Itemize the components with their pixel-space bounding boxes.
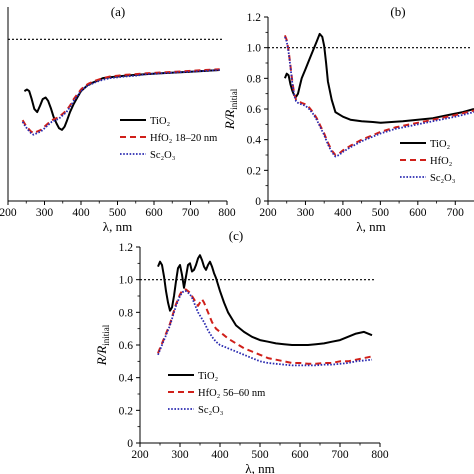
legend: TiO₂ HfO₂ 18–20 nm Sc₂O₃ [120, 116, 217, 161]
series-line-hfo2 [157, 288, 373, 365]
series-line-sc2o3 [284, 36, 474, 158]
y-tick-label: 0.4 [247, 135, 262, 147]
y-tick-label: 1.0 [119, 275, 134, 287]
series-line-tio2 [157, 254, 373, 346]
legend: TiO₂ HfO₂ Sc₂O₃ [400, 139, 456, 184]
legend-entry: Sc₂O₃ [198, 405, 224, 416]
legend-entry: HfO₂ 56–60 nm [198, 388, 265, 399]
x-tick-label: 300 [297, 207, 315, 219]
x-tick-label: 700 [182, 207, 200, 219]
series-group [283, 32, 474, 158]
legend-entry: HfO₂ 18–20 nm [150, 133, 217, 144]
x-tick-label: 500 [109, 207, 127, 219]
x-tick-label: 200 [131, 449, 149, 461]
series-group [21, 68, 220, 136]
y-axis-label: R/Rinitial [94, 324, 111, 366]
x-tick-label: 500 [251, 449, 269, 461]
x-tick-label: 700 [331, 449, 349, 461]
series-group [157, 254, 373, 367]
legend-entry: TiO₂ [150, 116, 171, 127]
panel-c-chart: 200 300 400 500 600 700 800 0 0.2 0.4 0.6 0.8 1.0 1.2… [94, 228, 389, 474]
x-tick-label: 200 [0, 207, 17, 219]
y-tick-label: 1.2 [119, 242, 134, 254]
x-tick-label: 600 [145, 207, 163, 219]
panel-label: (a) [111, 4, 125, 19]
series-line-hfo2 [283, 35, 474, 156]
x-axis-label: λ, nm [356, 219, 385, 234]
series-line-tio2 [23, 69, 220, 131]
x-axis-label: λ, nm [245, 461, 274, 474]
x-tick-label: 400 [334, 207, 352, 219]
x-tick-label: 300 [171, 449, 189, 461]
panel-a-chart: 200 300 400 500 600 700 800 λ, nm (a) TiO₂ HfO₂ 18… [0, 4, 236, 234]
panel-b-chart: 200 300 400 500 600 700 0 0.2 0.4 0.6 0.8 1.0 1.2 R/R… [222, 4, 474, 234]
y-tick-label: 1.2 [247, 12, 262, 24]
y-axis-label: R/Rinitial [222, 88, 239, 130]
y-tick-label: 0.8 [247, 73, 262, 85]
y-tick-label: 1.0 [247, 43, 262, 55]
legend-entry: TiO₂ [198, 371, 219, 382]
y-tick-label: 0.8 [119, 307, 134, 319]
series-line-sc2o3 [21, 69, 220, 136]
x-tick-label: 700 [447, 207, 465, 219]
x-tick-label: 500 [372, 207, 390, 219]
x-tick-label: 200 [259, 207, 277, 219]
x-tick-label: 300 [36, 207, 54, 219]
y-tick-label: 0.4 [119, 373, 134, 385]
legend-entry: TiO₂ [430, 139, 451, 150]
x-tick-label: 400 [72, 207, 90, 219]
y-tick-label: 0.2 [119, 405, 134, 417]
x-tick-label: 600 [409, 207, 427, 219]
series-line-hfo2 [21, 68, 220, 135]
y-tick-label: 0.2 [247, 165, 262, 177]
legend-entry: HfO₂ [430, 156, 453, 167]
y-tick-label: 0 [127, 438, 133, 450]
x-tick-label: 800 [371, 449, 389, 461]
x-tick-label: 400 [211, 449, 229, 461]
panel-label: (b) [390, 4, 405, 19]
x-tick-label: 600 [291, 449, 309, 461]
y-tick-label: 0 [255, 196, 261, 208]
panel-label: (c) [229, 228, 243, 243]
y-tick-label: 0.6 [119, 340, 134, 352]
legend: TiO₂ HfO₂ 56–60 nm Sc₂O₃ [168, 371, 265, 416]
series-line-sc2o3 [157, 290, 373, 367]
x-tick-label: 800 [218, 207, 236, 219]
legend-entry: Sc₂O₃ [430, 173, 456, 184]
y-tick-label: 0.6 [247, 104, 262, 116]
legend-entry: Sc₂O₃ [150, 150, 176, 161]
x-axis-label: λ, nm [103, 219, 132, 234]
